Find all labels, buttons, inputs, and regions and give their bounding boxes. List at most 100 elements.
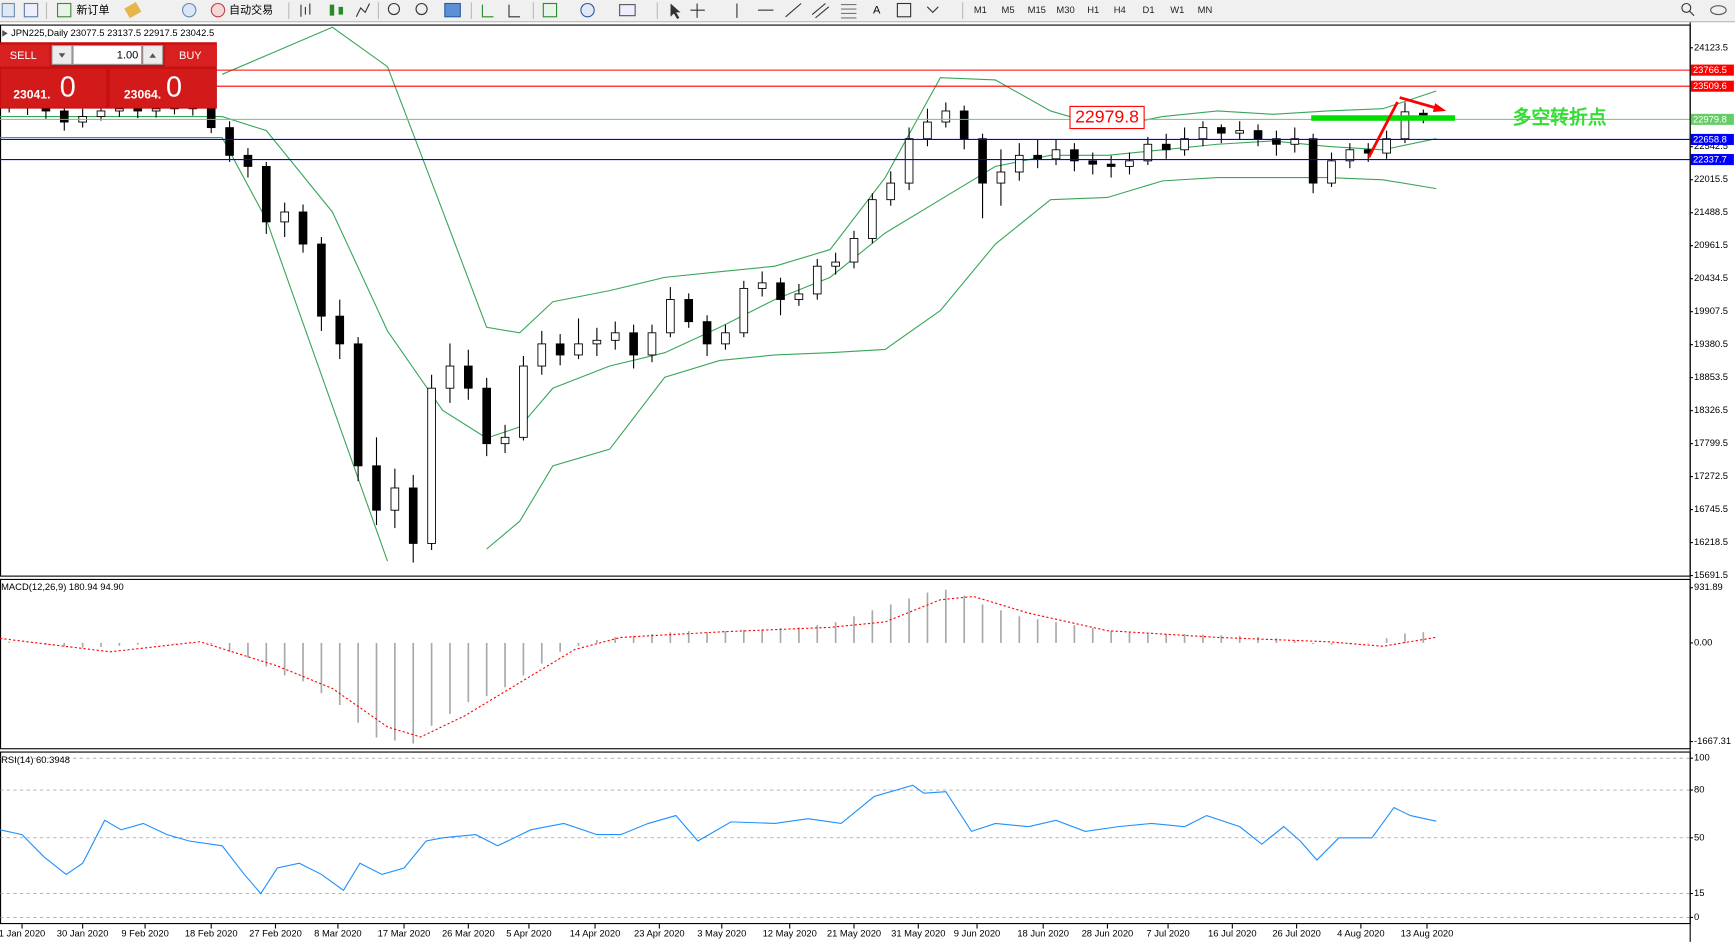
new-order-button[interactable]: 新订单 — [56, 3, 110, 18]
x-tick-label: 13 Aug 2020 — [1401, 928, 1454, 939]
level-tag-label: 22979.8 — [1693, 113, 1727, 124]
icon[interactable] — [182, 2, 197, 18]
icon[interactable] — [481, 4, 494, 18]
icon[interactable] — [329, 4, 344, 16]
ask-last-digit: 0 — [166, 71, 182, 103]
icon[interactable] — [300, 3, 311, 17]
trade-panel: SELL 1.00 BUY 23041. 0 23064. 0 — [0, 42, 217, 109]
histogram-bar — [559, 642, 561, 652]
candle-body — [206, 108, 216, 129]
histogram-bar — [706, 632, 708, 643]
bid-box[interactable] — [1, 68, 107, 108]
histogram-bar — [81, 642, 84, 648]
candle-body — [464, 365, 473, 389]
timeframe-button[interactable]: M30 — [1056, 4, 1074, 15]
buy-button[interactable] — [164, 44, 217, 67]
templates[interactable] — [619, 4, 636, 17]
icon[interactable] — [23, 2, 39, 18]
icon[interactable] — [124, 2, 142, 19]
x-tick-label: 9 Feb 2020 — [121, 928, 169, 939]
icon[interactable] — [1, 2, 15, 18]
histogram-bar — [412, 642, 415, 744]
search[interactable] — [1681, 2, 1692, 13]
histogram-bar — [651, 634, 653, 643]
pivot-bar — [1311, 115, 1456, 121]
lot-input[interactable] — [72, 44, 143, 65]
candle-body — [519, 365, 528, 438]
channel-tool[interactable] — [811, 3, 830, 19]
candle-body — [133, 108, 143, 112]
histogram-bar — [375, 642, 378, 738]
histogram-bar — [687, 631, 690, 643]
y-tick-label: 15 — [1694, 887, 1704, 898]
candle-body — [757, 282, 767, 289]
candle-body — [298, 211, 308, 245]
timeframe-button[interactable]: M1 — [974, 4, 987, 15]
chat[interactable] — [1710, 5, 1727, 16]
sell-button[interactable] — [0, 44, 50, 67]
histogram-bar — [1018, 616, 1021, 643]
annotations: 多空转折点 22979.8 — [1069, 96, 1607, 158]
x-tick-label: 28 Jun 2020 — [1082, 928, 1134, 939]
histogram-bar — [871, 610, 874, 643]
timeframe-button[interactable]: M15 — [1028, 4, 1046, 15]
candle-body — [941, 110, 951, 123]
candle-body — [1382, 138, 1391, 154]
histogram-bar — [1312, 642, 1314, 645]
histogram-bar — [779, 628, 782, 643]
bid-price: 23041. — [13, 88, 50, 102]
buy-label[interactable]: BUY — [179, 50, 202, 62]
arrows-tool[interactable] — [926, 6, 939, 14]
label-tool[interactable] — [896, 2, 912, 18]
candle-body — [1088, 160, 1098, 165]
timeframe-button[interactable]: D1 — [1143, 4, 1155, 15]
timeframe-button[interactable]: MN — [1198, 4, 1213, 15]
histogram-bar — [228, 642, 231, 652]
trend-arrow-up — [1367, 101, 1399, 158]
crosshair-tool[interactable] — [690, 3, 705, 18]
icon[interactable] — [444, 2, 461, 18]
panel-title: RSI(14) 60.3948 — [1, 754, 70, 765]
histogram-bar — [210, 642, 213, 645]
level-tag — [1690, 154, 1734, 166]
candle-body — [1106, 163, 1116, 167]
icon[interactable] — [355, 3, 371, 18]
auto-trading-label: 自动交易 — [229, 3, 273, 17]
series-line — [0, 784, 1437, 895]
sell-label[interactable]: SELL — [10, 50, 37, 62]
candle-body — [1308, 138, 1318, 184]
x-tick-label: 3 May 2020 — [697, 928, 746, 939]
timeframe-button[interactable]: H4 — [1114, 4, 1126, 15]
histogram-bar — [963, 595, 966, 643]
candle-body — [776, 282, 785, 300]
candle-body — [831, 261, 840, 267]
zoom-in[interactable] — [387, 2, 401, 16]
icon[interactable] — [508, 4, 521, 18]
timeframe-button[interactable]: W1 — [1170, 4, 1184, 15]
candle-body — [1051, 149, 1061, 160]
candle-body — [978, 138, 987, 184]
candle-body — [1272, 138, 1281, 145]
auto-trading-button[interactable]: 自动交易 — [210, 3, 273, 18]
lot-value[interactable]: 1.00 — [117, 49, 139, 61]
y-tick-label: 80 — [1694, 784, 1704, 795]
zoom-out[interactable] — [415, 2, 428, 16]
histogram-bar — [1367, 642, 1370, 644]
timeframe-button[interactable]: H1 — [1087, 4, 1099, 15]
candle-body — [225, 127, 234, 156]
timeframe-button[interactable]: M5 — [1002, 4, 1015, 15]
candle-body — [1400, 111, 1410, 140]
indicators[interactable] — [542, 2, 558, 18]
x-tick-label: 5 Apr 2020 — [506, 928, 551, 939]
candle-body — [739, 287, 749, 334]
text-tool[interactable]: A — [873, 5, 881, 17]
periods[interactable] — [580, 2, 595, 18]
histogram-bar — [1036, 619, 1039, 643]
ask-box[interactable] — [109, 68, 216, 108]
candle-body — [335, 315, 345, 345]
cursor-tool[interactable] — [670, 3, 681, 19]
level-tag-label: 22337.7 — [1693, 154, 1727, 165]
trendline-tool[interactable] — [785, 3, 802, 18]
candle-body — [1033, 154, 1042, 160]
fibo-tool[interactable] — [840, 4, 857, 19]
